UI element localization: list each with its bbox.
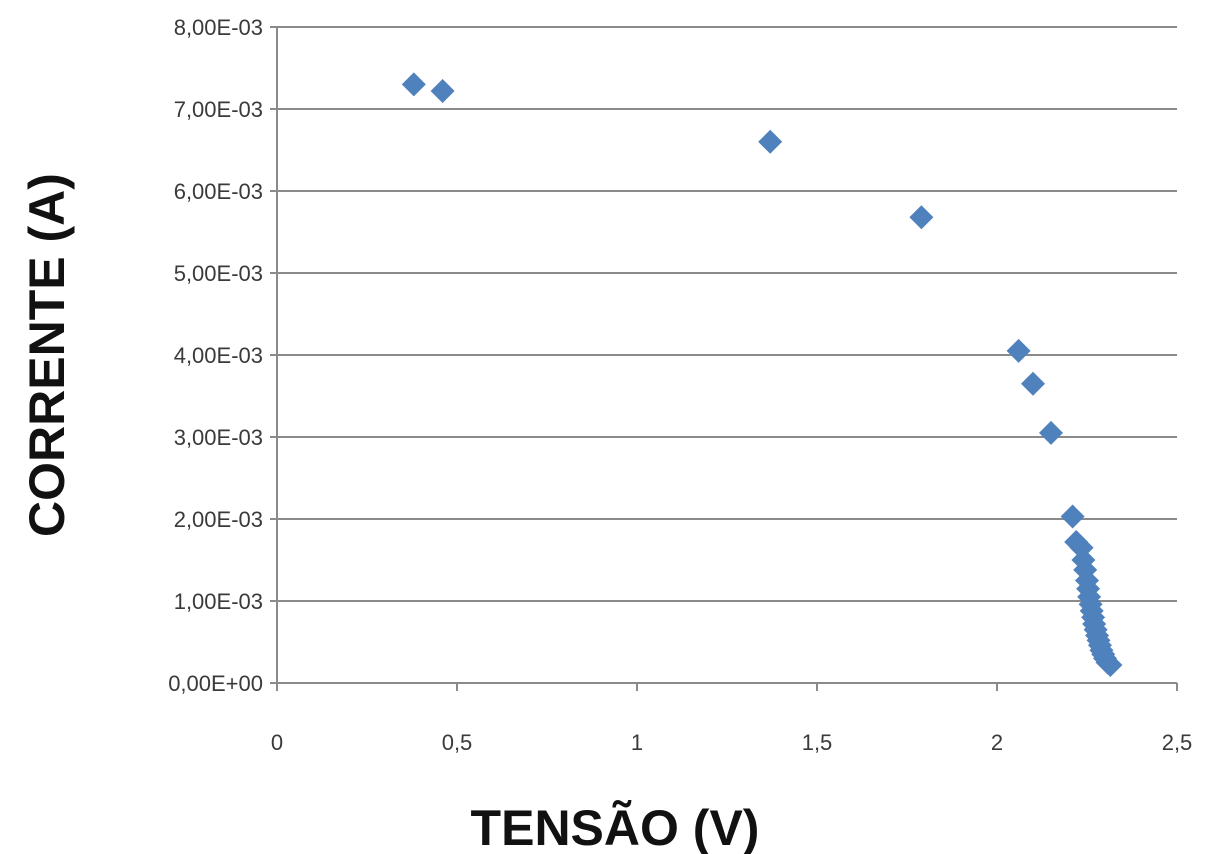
data-point-1 <box>430 78 455 103</box>
x-tick-label-1: 0,5 <box>442 730 473 755</box>
x-tick-label-5: 2,5 <box>1162 730 1193 755</box>
data-points <box>401 72 1123 677</box>
y-tick-label-0: 0,00E+00 <box>168 671 263 696</box>
x-tick-label-0: 0 <box>271 730 283 755</box>
data-point-4 <box>1006 338 1031 363</box>
data-point-2 <box>758 129 783 154</box>
data-point-6 <box>1039 420 1063 445</box>
x-tick-label-3: 1,5 <box>802 730 833 755</box>
y-tick-label-6: 6,00E-03 <box>174 179 263 204</box>
x-tick-label-4: 2 <box>991 730 1003 755</box>
data-point-7 <box>1060 504 1085 529</box>
y-tick-label-8: 8,00E-03 <box>174 15 263 40</box>
data-point-5 <box>1021 371 1045 396</box>
y-tick-label-2: 2,00E-03 <box>174 507 263 532</box>
y-axis-title: CORRENTE (A) <box>19 173 75 537</box>
data-point-0 <box>401 72 426 97</box>
x-axis-title: TENSÃO (V) <box>471 800 760 854</box>
data-point-27 <box>1098 652 1123 677</box>
axes <box>270 26 1178 691</box>
y-tick-label-1: 1,00E-03 <box>174 589 263 614</box>
data-point-3 <box>909 205 934 230</box>
y-tick-label-4: 4,00E-03 <box>174 343 263 368</box>
y-tick-label-7: 7,00E-03 <box>174 97 263 122</box>
tick-labels: 0,00E+00 1,00E-03 2,00E-03 3,00E-03 4,00E-03… <box>168 15 1192 755</box>
y-tick-label-5: 5,00E-03 <box>174 261 263 286</box>
y-tick-label-3: 3,00E-03 <box>174 425 263 450</box>
grid-lines <box>277 26 1177 602</box>
x-tick-label-2: 1 <box>631 730 643 755</box>
